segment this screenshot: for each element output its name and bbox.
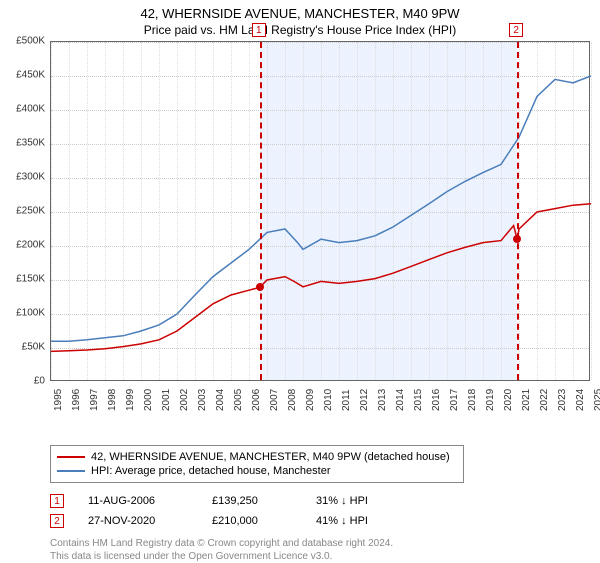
- x-tick-label: 2014: [395, 389, 406, 411]
- line-plot-svg: [51, 42, 591, 382]
- event-vline: [260, 42, 262, 380]
- x-tick-label: 2022: [539, 389, 550, 411]
- sale-delta: 31% ↓ HPI: [316, 495, 368, 507]
- page-title: 42, WHERNSIDE AVENUE, MANCHESTER, M40 9P…: [0, 0, 600, 21]
- x-tick-label: 2005: [233, 389, 244, 411]
- x-tick-label: 1999: [125, 389, 136, 411]
- x-tick-label: 2017: [449, 389, 460, 411]
- x-tick-label: 2007: [269, 389, 280, 411]
- sale-date: 27-NOV-2020: [88, 515, 188, 527]
- y-tick-label: £100K: [16, 308, 45, 319]
- y-tick-label: £150K: [16, 274, 45, 285]
- sale-delta: 41% ↓ HPI: [316, 515, 368, 527]
- x-tick-label: 2001: [161, 389, 172, 411]
- x-tick-label: 2018: [467, 389, 478, 411]
- attribution-line-1: Contains HM Land Registry data © Crown c…: [50, 537, 600, 550]
- x-tick-label: 2008: [287, 389, 298, 411]
- legend-row: 42, WHERNSIDE AVENUE, MANCHESTER, M40 9P…: [57, 450, 457, 464]
- x-tick-label: 2023: [557, 389, 568, 411]
- chart-container: 42, WHERNSIDE AVENUE, MANCHESTER, M40 9P…: [0, 0, 600, 560]
- y-tick-label: £450K: [16, 70, 45, 81]
- x-tick-label: 2004: [215, 389, 226, 411]
- x-tick-label: 2010: [323, 389, 334, 411]
- attribution-line-2: This data is licensed under the Open Gov…: [50, 550, 600, 563]
- event-badge: 2: [509, 23, 523, 37]
- legend-label: 42, WHERNSIDE AVENUE, MANCHESTER, M40 9P…: [91, 451, 450, 463]
- x-tick-label: 2024: [575, 389, 586, 411]
- y-tick-label: £200K: [16, 240, 45, 251]
- x-tick-label: 2000: [143, 389, 154, 411]
- legend-swatch: [57, 456, 85, 458]
- sale-price: £139,250: [212, 495, 292, 507]
- y-tick-label: £50K: [22, 342, 45, 353]
- sale-badge: 2: [50, 514, 64, 528]
- x-tick-label: 2009: [305, 389, 316, 411]
- sale-dot: [513, 235, 521, 243]
- sale-date: 11-AUG-2006: [88, 495, 188, 507]
- x-tick-label: 2019: [485, 389, 496, 411]
- y-tick-label: £250K: [16, 206, 45, 217]
- event-badge: 1: [252, 23, 266, 37]
- x-tick-label: 2012: [359, 389, 370, 411]
- sale-price: £210,000: [212, 515, 292, 527]
- y-tick-label: £500K: [16, 36, 45, 47]
- plot-region: [50, 41, 590, 381]
- x-tick-label: 2021: [521, 389, 532, 411]
- x-tick-label: 2013: [377, 389, 388, 411]
- x-tick-label: 1996: [71, 389, 82, 411]
- series-line-price_paid: [51, 204, 591, 352]
- x-tick-label: 2006: [251, 389, 262, 411]
- x-tick-label: 2003: [197, 389, 208, 411]
- x-tick-label: 2011: [341, 389, 352, 411]
- legend-label: HPI: Average price, detached house, Manc…: [91, 465, 331, 477]
- sale-badge: 1: [50, 494, 64, 508]
- x-tick-label: 2015: [413, 389, 424, 411]
- y-tick-label: £400K: [16, 104, 45, 115]
- x-tick-label: 1997: [89, 389, 100, 411]
- sale-dot: [256, 283, 264, 291]
- event-vline: [517, 42, 519, 380]
- legend-row: HPI: Average price, detached house, Manc…: [57, 464, 457, 478]
- x-tick-label: 1998: [107, 389, 118, 411]
- series-line-hpi: [51, 76, 591, 341]
- legend: 42, WHERNSIDE AVENUE, MANCHESTER, M40 9P…: [50, 445, 464, 483]
- y-tick-label: £0: [34, 376, 45, 387]
- x-tick-label: 2020: [503, 389, 514, 411]
- y-tick-label: £300K: [16, 172, 45, 183]
- attribution: Contains HM Land Registry data © Crown c…: [50, 537, 600, 563]
- x-tick-label: 2025: [593, 389, 600, 411]
- sale-row: 1 11-AUG-2006 £139,250 31% ↓ HPI: [50, 491, 600, 511]
- x-tick-label: 2016: [431, 389, 442, 411]
- sales-table: 1 11-AUG-2006 £139,250 31% ↓ HPI 2 27-NOV-202…: [50, 491, 600, 531]
- chart-area: £0£50K£100K£150K£200K£250K£300K£350K£400…: [50, 41, 590, 411]
- sale-row: 2 27-NOV-2020 £210,000 41% ↓ HPI: [50, 511, 600, 531]
- x-tick-label: 1995: [53, 389, 64, 411]
- y-tick-label: £350K: [16, 138, 45, 149]
- x-tick-label: 2002: [179, 389, 190, 411]
- legend-swatch: [57, 470, 85, 472]
